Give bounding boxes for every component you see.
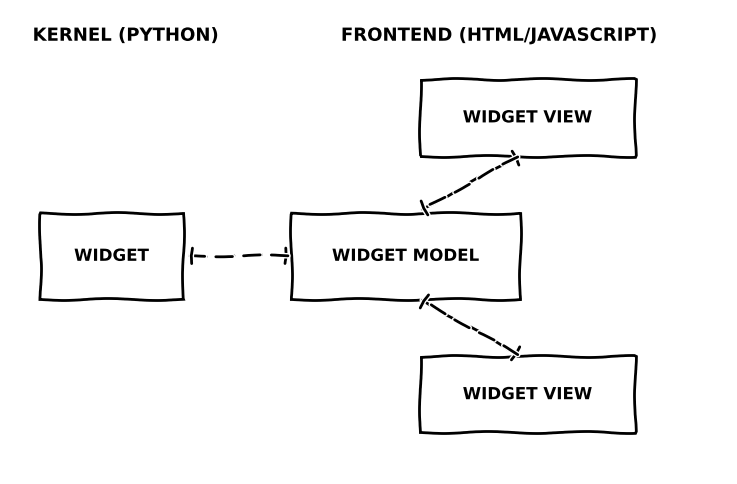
Text: KERNEL (PYTHON): KERNEL (PYTHON) xyxy=(32,28,217,45)
Text: FRONTEND (HTML/JAVASCRIPT): FRONTEND (HTML/JAVASCRIPT) xyxy=(341,28,656,45)
Text: WIDGET VIEW: WIDGET VIEW xyxy=(463,109,592,127)
Bar xyxy=(420,356,635,433)
Bar xyxy=(40,213,184,299)
Text: WIDGET: WIDGET xyxy=(74,247,149,265)
Text: WIDGET MODEL: WIDGET MODEL xyxy=(332,247,479,265)
Bar xyxy=(420,80,635,156)
Text: WIDGET VIEW: WIDGET VIEW xyxy=(463,385,592,403)
Bar xyxy=(290,213,520,299)
